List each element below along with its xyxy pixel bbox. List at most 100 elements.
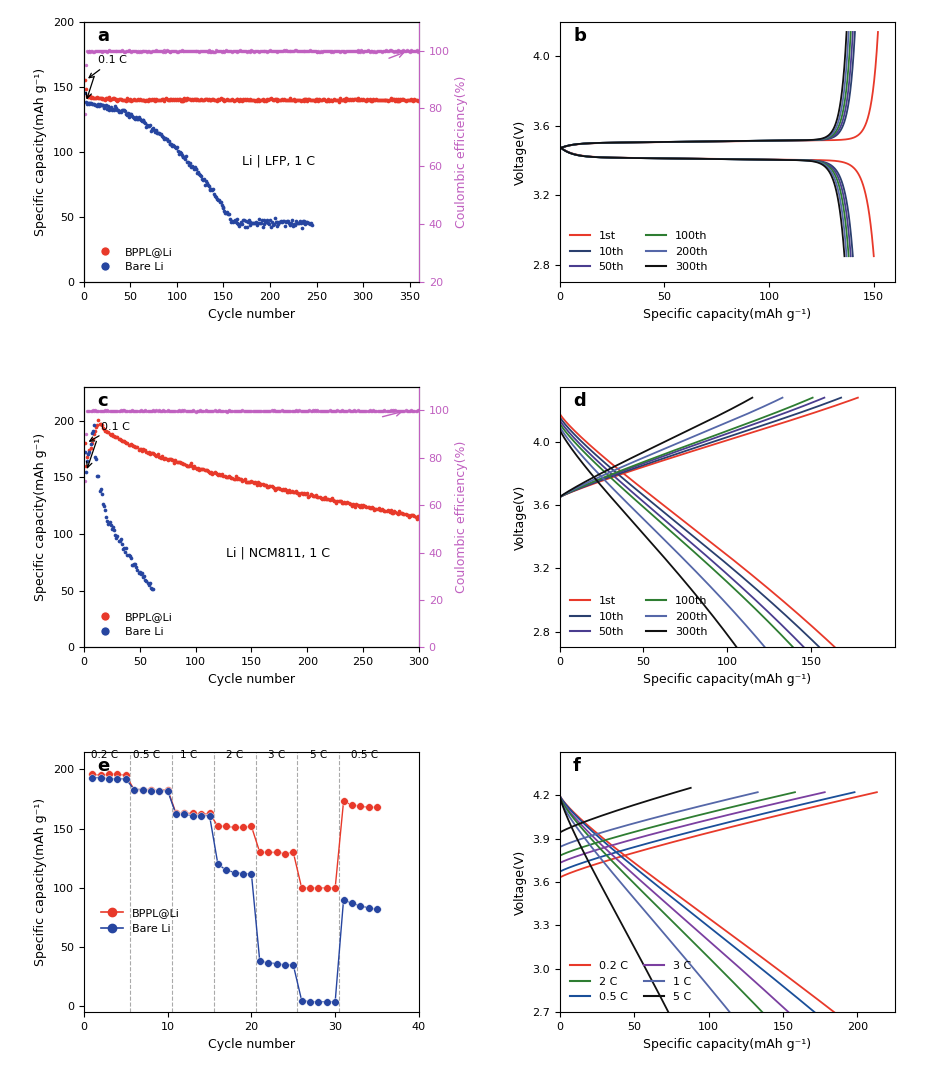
Point bbox=[390, 403, 404, 420]
Point bbox=[212, 92, 226, 109]
Point bbox=[114, 402, 129, 419]
Point bbox=[212, 192, 226, 209]
Point bbox=[255, 43, 270, 60]
Point bbox=[100, 100, 115, 117]
Point bbox=[373, 501, 388, 518]
Point bbox=[395, 403, 410, 420]
Point bbox=[78, 458, 93, 475]
Point bbox=[243, 473, 258, 490]
Point bbox=[340, 43, 355, 60]
Point bbox=[201, 41, 216, 58]
Point bbox=[160, 782, 175, 799]
Point bbox=[318, 92, 333, 109]
Point bbox=[78, 56, 93, 73]
Point bbox=[264, 402, 279, 419]
Point bbox=[140, 574, 155, 591]
Point bbox=[276, 90, 291, 108]
Point bbox=[402, 42, 417, 59]
Point bbox=[81, 446, 96, 463]
Point bbox=[135, 111, 150, 128]
Point bbox=[370, 42, 385, 59]
Point bbox=[194, 90, 209, 108]
Text: 1 C: 1 C bbox=[180, 750, 198, 759]
Point bbox=[286, 843, 301, 861]
Point bbox=[267, 42, 281, 59]
Point bbox=[213, 466, 228, 484]
Point bbox=[171, 142, 185, 159]
Point bbox=[274, 212, 289, 229]
Point bbox=[89, 42, 104, 59]
Point bbox=[399, 92, 414, 109]
Point bbox=[119, 540, 134, 557]
Point bbox=[91, 89, 106, 107]
Point bbox=[202, 807, 217, 824]
Point bbox=[122, 403, 137, 420]
Point bbox=[110, 92, 125, 109]
Point bbox=[298, 42, 313, 59]
Point bbox=[388, 92, 403, 109]
Point bbox=[144, 43, 159, 60]
Point bbox=[371, 92, 386, 109]
Point bbox=[235, 43, 250, 60]
Point bbox=[103, 42, 118, 59]
Point bbox=[139, 403, 154, 420]
Point bbox=[357, 498, 372, 515]
Point bbox=[147, 123, 162, 140]
Point bbox=[322, 92, 336, 109]
Point bbox=[322, 402, 337, 419]
Point bbox=[339, 402, 354, 419]
Point bbox=[102, 101, 116, 118]
Point bbox=[278, 956, 293, 974]
Point bbox=[239, 212, 254, 229]
Point bbox=[401, 42, 416, 59]
Point bbox=[283, 403, 298, 420]
Point bbox=[172, 42, 187, 59]
Point bbox=[306, 42, 321, 59]
Point bbox=[232, 216, 247, 234]
Point bbox=[169, 402, 184, 419]
Point bbox=[160, 42, 175, 59]
Point bbox=[311, 43, 326, 60]
Point bbox=[178, 457, 193, 474]
Point bbox=[356, 496, 371, 514]
Point bbox=[192, 92, 207, 109]
Point bbox=[409, 402, 424, 419]
Point bbox=[267, 481, 282, 499]
Point bbox=[265, 42, 280, 59]
Point bbox=[350, 43, 365, 60]
Point bbox=[379, 502, 394, 519]
Point bbox=[254, 402, 269, 419]
Point bbox=[323, 490, 338, 507]
Point bbox=[404, 402, 418, 419]
Point bbox=[225, 90, 240, 108]
Point bbox=[329, 43, 344, 60]
Point bbox=[99, 422, 114, 439]
Point bbox=[363, 43, 377, 60]
Point bbox=[283, 484, 298, 501]
Point bbox=[152, 42, 167, 59]
Point bbox=[297, 43, 312, 60]
Point bbox=[292, 486, 307, 503]
Point bbox=[192, 165, 207, 182]
Point bbox=[101, 42, 116, 59]
Point bbox=[303, 92, 318, 109]
Point bbox=[211, 191, 226, 208]
Point bbox=[224, 402, 239, 419]
Point bbox=[129, 558, 144, 575]
Point bbox=[365, 43, 380, 60]
Point bbox=[151, 402, 166, 419]
Point bbox=[254, 43, 268, 60]
Point bbox=[179, 402, 194, 419]
Point bbox=[271, 42, 286, 59]
Point bbox=[145, 42, 160, 59]
Point bbox=[115, 92, 130, 109]
Point bbox=[320, 42, 335, 59]
Point bbox=[171, 453, 186, 471]
Point bbox=[201, 402, 216, 419]
Point bbox=[97, 99, 112, 116]
Point bbox=[331, 492, 346, 509]
Point bbox=[130, 110, 144, 127]
Point bbox=[252, 211, 267, 228]
Point bbox=[113, 102, 128, 120]
Point bbox=[327, 42, 342, 59]
